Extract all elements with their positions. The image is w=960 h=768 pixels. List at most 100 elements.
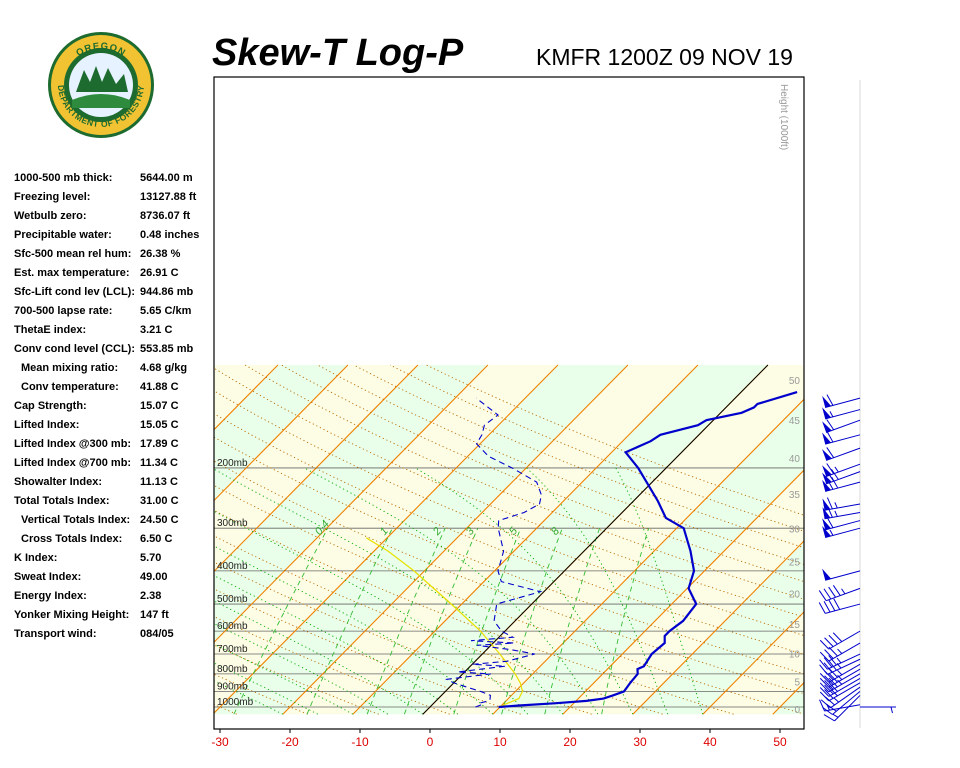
wind-barb-staff xyxy=(825,409,861,420)
wind-barb xyxy=(819,658,861,675)
index-value: 26.91 C xyxy=(140,267,179,279)
wind-barb xyxy=(819,663,861,683)
index-label: 700-500 lapse rate: xyxy=(14,305,113,317)
wind-barb-staff xyxy=(828,682,861,702)
wind-barb-feather xyxy=(828,634,838,645)
wind-barb-feather xyxy=(819,691,830,702)
dry-adiabat-line xyxy=(214,561,592,715)
index-value: 2.38 xyxy=(140,590,162,602)
wind-barb-feather xyxy=(819,699,826,712)
wind-barb-feather xyxy=(828,682,838,692)
index-value: 8736.07 ft xyxy=(140,210,191,222)
wind-barb-staff xyxy=(826,587,861,602)
index-value: 6.50 C xyxy=(140,533,173,545)
index-value: 553.85 mb xyxy=(140,343,194,355)
index-row: Showalter Index: 11.13 C xyxy=(14,472,214,491)
wind-barb-feather xyxy=(823,588,832,600)
isotherm-line xyxy=(702,611,804,715)
wind-barb-staff xyxy=(828,677,861,697)
pressure-label: 800mb xyxy=(217,664,248,675)
wind-barb-feather xyxy=(819,659,828,670)
wind-barb-pennant xyxy=(822,506,831,519)
wind-barb-feather xyxy=(826,516,834,529)
index-value: 49.00 xyxy=(140,571,168,583)
index-label: Lifted Index: xyxy=(14,419,80,431)
station-time-title: KMFR 1200Z 09 NOV 19 xyxy=(536,44,793,70)
wind-barb-feather xyxy=(819,673,830,683)
temperature-band xyxy=(214,365,628,715)
wind-barb-pennant xyxy=(822,421,832,433)
index-label: Transport wind: xyxy=(14,628,97,640)
wind-barbs xyxy=(818,394,896,722)
temperature-band xyxy=(422,365,804,715)
wind-barb-half-feather xyxy=(836,657,842,664)
pressure-label: 500mb xyxy=(217,594,248,605)
wind-barb-feather xyxy=(824,637,834,647)
x-tick-label: 40 xyxy=(703,735,717,749)
index-value: 5.65 C/km xyxy=(140,305,192,317)
wind-barb-half-feather xyxy=(837,674,843,680)
wind-barb-half-feather xyxy=(890,706,893,714)
wind-barb-feather xyxy=(819,639,830,650)
index-label: Cross Totals Index: xyxy=(21,533,123,545)
wind-barb-pennant xyxy=(822,498,831,511)
x-tick-label: 30 xyxy=(633,735,647,749)
dry-adiabat-line xyxy=(214,509,734,715)
wind-barb-pennant xyxy=(822,407,832,419)
wind-barb-staff xyxy=(830,686,861,709)
wind-barb-pennant xyxy=(822,568,832,581)
mixing-ratio-line xyxy=(403,528,479,715)
x-tick-label: 0 xyxy=(427,735,434,749)
wind-barb xyxy=(822,690,861,715)
wind-barb-pennant xyxy=(822,472,832,484)
wind-barb-feather xyxy=(823,657,833,668)
wind-barb-half-feather xyxy=(833,697,840,703)
wind-barb-staff xyxy=(825,397,861,408)
pressure-labels: 1000mb 900mb 800mb 700mb 600mb 500mb 400mb 300m… xyxy=(217,458,254,708)
wind-barb-half-feather xyxy=(832,713,839,718)
index-label: 1000-500 mb thick: xyxy=(14,172,113,184)
wind-barb-feather xyxy=(832,585,841,596)
moist-adiabat-line xyxy=(615,467,704,715)
wind-barb-feather xyxy=(823,714,835,722)
index-value: 26.38 % xyxy=(140,248,181,260)
wind-barb xyxy=(822,497,861,511)
wind-barb xyxy=(822,447,861,461)
mixing-ratio-line xyxy=(501,528,563,715)
wind-barb-feather xyxy=(824,680,834,690)
moist-adiabat-line xyxy=(214,510,529,715)
wind-barb-feather xyxy=(826,497,833,510)
wind-barb xyxy=(822,430,861,445)
dry-adiabat-line xyxy=(214,413,804,655)
oregon-forestry-logo: OREGON DEPARTMENT OF FORESTRY xyxy=(48,32,154,138)
moist-adiabat-line xyxy=(214,468,564,715)
x-axis-ticks: -30 -20 -10 0 10 20 30 40 50 xyxy=(211,729,787,749)
isotherm-line xyxy=(214,364,279,431)
dry-adiabat-line xyxy=(214,367,804,618)
wind-barb-feather xyxy=(823,662,833,673)
wind-barb xyxy=(818,598,861,614)
wind-barb xyxy=(819,677,861,697)
plot-frame xyxy=(213,76,805,730)
index-row: Cross Totals Index: 6.50 C xyxy=(14,529,214,548)
wind-barb-feather xyxy=(833,598,841,610)
index-label: K Index: xyxy=(14,552,58,564)
wind-barb xyxy=(819,653,861,670)
dry-adiabat-line xyxy=(317,364,804,565)
wind-barb-feather xyxy=(819,664,828,675)
temperature-band xyxy=(352,365,768,715)
index-row: Mean mixing ratio: 4.68 g/kg xyxy=(14,358,214,377)
wind-barb-feather xyxy=(828,677,838,688)
index-row: 1000-500 mb thick: 5644.00 m xyxy=(14,168,214,187)
index-value: 147 ft xyxy=(140,609,169,621)
isotherm-line xyxy=(214,364,349,502)
pressure-label: 700mb xyxy=(217,644,248,655)
index-row: Freezing level: 13127.88 ft xyxy=(14,187,214,206)
wind-barb-staff xyxy=(828,630,861,650)
zero-isotherm xyxy=(422,364,769,715)
wind-barb-staff xyxy=(828,663,861,683)
x-tick-label: 20 xyxy=(563,735,577,749)
temperature-band xyxy=(282,365,698,715)
wind-barb-feather xyxy=(819,687,830,697)
index-value: 31.00 C xyxy=(140,495,179,507)
